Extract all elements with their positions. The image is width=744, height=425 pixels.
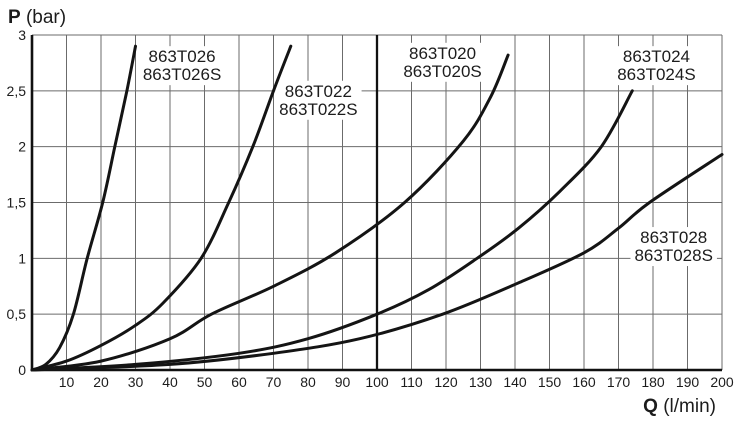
x-tick-label: 60 [231, 374, 247, 390]
y-tick-label: 3 [18, 27, 26, 43]
y-tick-label: 1,5 [7, 195, 27, 211]
curve-863T022 [30, 44, 293, 372]
y-axis-title: P (bar) [8, 7, 66, 28]
curve-label-863T024: 863T024 863T024S [617, 47, 695, 84]
curve-label-bg-863T020 [399, 42, 486, 82]
curve-label-863T020: 863T020 863T020S [403, 44, 481, 81]
x-tick-label: 50 [197, 374, 213, 390]
x-tick-label: 10 [59, 374, 75, 390]
curve-label-863T028: 863T028 863T028S [634, 228, 712, 265]
curve-label-bg-863T022 [275, 80, 362, 120]
curve-label-bg-863T024 [613, 46, 700, 86]
x-tick-label: 110 [400, 374, 423, 390]
x-tick-label: 160 [572, 374, 596, 390]
curve-label-863T022: 863T022 863T022S [279, 82, 357, 119]
x-tick-label: 80 [300, 374, 316, 390]
curve-863T026 [30, 44, 137, 372]
y-tick-label: 2 [18, 139, 26, 155]
x-tick-label: 120 [434, 374, 458, 390]
x-tick-label: 180 [641, 374, 665, 390]
y-tick-label: 0 [18, 362, 26, 378]
x-tick-label: 20 [93, 374, 109, 390]
x-tick-label: 130 [469, 374, 493, 390]
x-tick-label: 70 [266, 374, 282, 390]
curve-label-bg-863T026 [138, 46, 226, 86]
x-tick-label: 190 [676, 374, 700, 390]
x-tick-label: 140 [503, 374, 527, 390]
y-tick-label: 2,5 [7, 83, 27, 99]
x-tick-label: 150 [538, 374, 562, 390]
curve-863T028 [30, 153, 724, 372]
y-tick-label: 1 [18, 250, 26, 266]
x-tick-label: 170 [607, 374, 631, 390]
x-tick-label: 30 [128, 374, 144, 390]
y-tick-label: 0,5 [7, 306, 27, 322]
x-tick-label: 90 [335, 374, 351, 390]
x-axis-title: Q (l/min) [643, 396, 716, 417]
x-tick-label: 200 [710, 374, 734, 390]
curve-label-863T026: 863T026 863T026S [143, 47, 221, 84]
curve-863T024 [30, 89, 634, 372]
curve-863T020 [30, 53, 510, 372]
x-tick-label: 40 [162, 374, 178, 390]
x-tick-label: 100 [365, 374, 389, 390]
curve-label-bg-863T028 [630, 227, 717, 267]
